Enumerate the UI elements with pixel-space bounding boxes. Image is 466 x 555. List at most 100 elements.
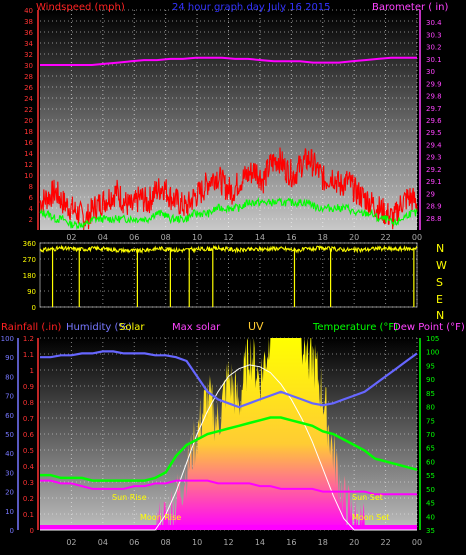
- temp-y-tick-label: 105: [426, 335, 439, 343]
- barometer-axis-label: Barometer ( in): [372, 2, 448, 13]
- rain-y-tick-label: 0.7: [23, 415, 34, 423]
- baro-y-tick-label: 30.3: [426, 31, 442, 39]
- temp-y-tick-label: 80: [426, 404, 435, 412]
- top-x-tick-label: 16: [286, 233, 296, 242]
- temp-y-tick-label: 45: [426, 500, 435, 508]
- rain-y-tick-label: 0.4: [23, 463, 35, 471]
- rain-y-tick-label: 1.2: [23, 335, 34, 343]
- temp-y-tick-label: 90: [426, 376, 435, 384]
- wind-y-tick-label: 36: [24, 29, 33, 37]
- bottom-x-tick-label: 06: [129, 538, 139, 547]
- top-x-tick-label: 12: [223, 233, 233, 242]
- wind-y-tick-label: 6: [29, 194, 34, 202]
- baro-y-tick-label: 28.8: [426, 215, 442, 223]
- dewpoint-line: [40, 479, 417, 496]
- wind-y-tick-label: 20: [24, 117, 33, 125]
- rain-y-tick-label: 0.5: [23, 447, 34, 455]
- dir-y-tick-label: 0: [32, 304, 36, 312]
- solar-label: Solar: [119, 322, 145, 333]
- dir-y-tick-label: 90: [27, 288, 36, 296]
- wind-y-tick-label: 32: [24, 51, 33, 59]
- compass-e: E: [436, 293, 443, 306]
- windspeed-axis-label: Windspeed (mph): [36, 2, 125, 13]
- top-x-tick-label: 14: [255, 233, 265, 242]
- windspeed-series-line: [39, 147, 418, 231]
- temperature-axis-label: Temperature (°F): [312, 322, 398, 333]
- uv-label: UV: [248, 320, 264, 333]
- temp-y-tick-label: 55: [426, 472, 435, 480]
- dewpoint-axis-label: Dew Point (°F): [393, 322, 465, 333]
- rain-y-tick-label: 0.6: [23, 431, 35, 439]
- temp-y-tick-label: 85: [426, 390, 435, 398]
- humidity-y-tick-label: 100: [1, 335, 14, 343]
- wind-y-tick-label: 34: [24, 40, 33, 48]
- dir-y-tick-label: 270: [23, 256, 36, 264]
- solar-area: [40, 338, 417, 530]
- humidity-y-tick-label: 40: [5, 450, 14, 458]
- compass-n-top: N: [436, 242, 444, 255]
- bottom-x-tick-label: 10: [192, 538, 202, 547]
- baro-y-tick-label: 29.2: [426, 166, 442, 174]
- bottom-x-tick-label: 08: [161, 538, 171, 547]
- wind-y-tick-label: 28: [24, 73, 33, 81]
- baro-y-tick-label: 30.4: [426, 19, 442, 27]
- sun-rise-annotation: Sun Rise: [112, 493, 147, 502]
- top-x-tick-label: 06: [129, 233, 139, 242]
- temp-y-tick-label: 50: [426, 486, 435, 494]
- wind-y-tick-label: 14: [24, 150, 33, 158]
- wind-y-tick-label: 22: [24, 106, 33, 114]
- wind-y-tick-label: 12: [24, 161, 33, 169]
- wind-y-tick-label: 8: [29, 183, 33, 191]
- top-x-tick-label: 08: [161, 233, 171, 242]
- rain-y-tick-label: 0.9: [23, 383, 34, 391]
- sun-set-annotation: Sun Set: [352, 493, 383, 502]
- wind-direction-series: [39, 244, 418, 255]
- wind-y-tick-label: 38: [24, 18, 33, 26]
- bottom-x-tick-label: 00: [412, 538, 422, 547]
- baro-y-tick-label: 30.2: [426, 44, 442, 52]
- uv-base-strip: [40, 525, 417, 530]
- top-x-tick-label: 18: [318, 233, 328, 242]
- humidity-y-tick-label: 30: [5, 469, 14, 477]
- wind-y-tick-label: 2: [29, 216, 33, 224]
- baro-y-tick-label: 29.6: [426, 117, 442, 125]
- rain-y-tick-label: 1.1: [23, 351, 34, 359]
- wind-y-tick-label: 24: [24, 95, 33, 103]
- gust-series-line: [39, 196, 418, 231]
- bottom-x-tick-label: 22: [380, 538, 390, 547]
- temp-y-tick-label: 60: [426, 458, 435, 466]
- humidity-y-tick-label: 90: [5, 354, 14, 362]
- wind-y-tick-label: 10: [24, 172, 33, 180]
- temp-y-tick-label: 100: [426, 349, 439, 357]
- moon-rise-annotation: Moon Rise: [140, 513, 181, 522]
- bottom-x-tick-label: 14: [255, 538, 265, 547]
- humidity-y-tick-label: 20: [5, 489, 14, 497]
- baro-y-tick-label: 29.5: [426, 129, 442, 137]
- wind-y-tick-label: 16: [24, 139, 33, 147]
- baro-y-tick-label: 29.8: [426, 93, 442, 101]
- top-x-tick-label: 10: [192, 233, 202, 242]
- rain-y-tick-label: 1: [30, 367, 34, 375]
- humidity-y-tick-label: 50: [5, 431, 14, 439]
- baro-y-tick-label: 29.3: [426, 154, 442, 162]
- bottom-x-tick-label: 12: [223, 538, 233, 547]
- baro-y-tick-label: 29.7: [426, 105, 442, 113]
- baro-y-tick-label: 29.9: [426, 80, 442, 88]
- rain-y-tick-label: 0.1: [23, 511, 34, 519]
- baro-y-tick-label: 29.1: [426, 178, 442, 186]
- dir-y-tick-label: 180: [23, 272, 36, 280]
- humidity-y-tick-label: 70: [5, 393, 14, 401]
- baro-y-tick-label: 30: [426, 68, 435, 76]
- temperature-line: [40, 416, 418, 482]
- compass-s: S: [436, 276, 443, 289]
- temp-y-tick-label: 70: [426, 431, 435, 439]
- barometer-series-line: [40, 56, 417, 66]
- wind-y-tick-label: 4: [29, 205, 34, 213]
- chart-title: 24 hour graph day July 16 2015: [172, 2, 331, 13]
- top-x-tick-label: 20: [349, 233, 359, 242]
- humidity-y-tick-label: 80: [5, 373, 14, 381]
- rainfall-axis-label: Rainfall (.in): [1, 322, 62, 333]
- bottom-x-tick-label: 04: [98, 538, 108, 547]
